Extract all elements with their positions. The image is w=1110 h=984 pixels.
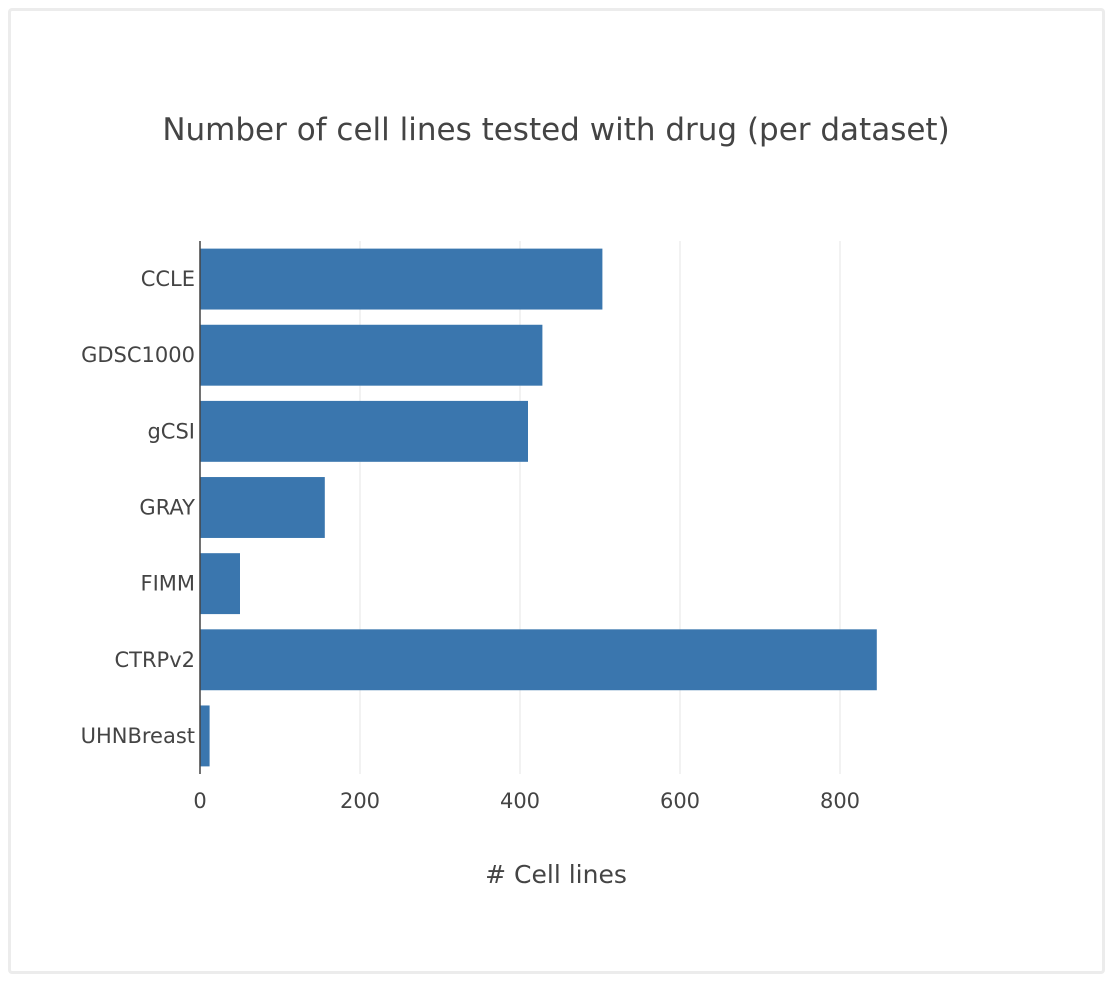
chart-title: Number of cell lines tested with drug (p…: [162, 112, 949, 148]
y-axis-ticks: CCLE GDSC1000 gCSI GRAY FIMM CTRPv2 UHNBreast: [81, 267, 196, 748]
x-tick-label: 400: [500, 789, 540, 813]
x-axis-ticks: 0 200 400 600 800: [193, 789, 860, 813]
bars: [200, 248, 877, 767]
bar-gcsi: [200, 400, 528, 462]
bar-gray: [200, 477, 325, 538]
y-tick-label: GDSC1000: [81, 343, 195, 367]
x-axis-label: # Cell lines: [485, 860, 627, 889]
y-tick-label: UHNBreast: [81, 724, 195, 748]
y-tick-label: CCLE: [141, 267, 195, 291]
y-tick-label: FIMM: [140, 572, 195, 596]
y-tick-label: GRAY: [139, 496, 195, 520]
y-tick-label: CTRPv2: [114, 648, 195, 672]
bar-uhnbreast: [200, 705, 210, 767]
chart-card: [8, 8, 1105, 974]
y-tick-label: gCSI: [147, 419, 195, 443]
bar-fimm: [200, 553, 240, 615]
x-tick-label: 600: [660, 789, 700, 813]
bar-ccle: [200, 248, 603, 310]
x-tick-label: 0: [193, 789, 206, 813]
x-tick-label: 200: [340, 789, 380, 813]
x-tick-label: 800: [820, 789, 860, 813]
bar-gdsc1000: [200, 324, 543, 386]
bar-ctrpv2: [200, 629, 877, 691]
gridlines: [359, 241, 841, 774]
